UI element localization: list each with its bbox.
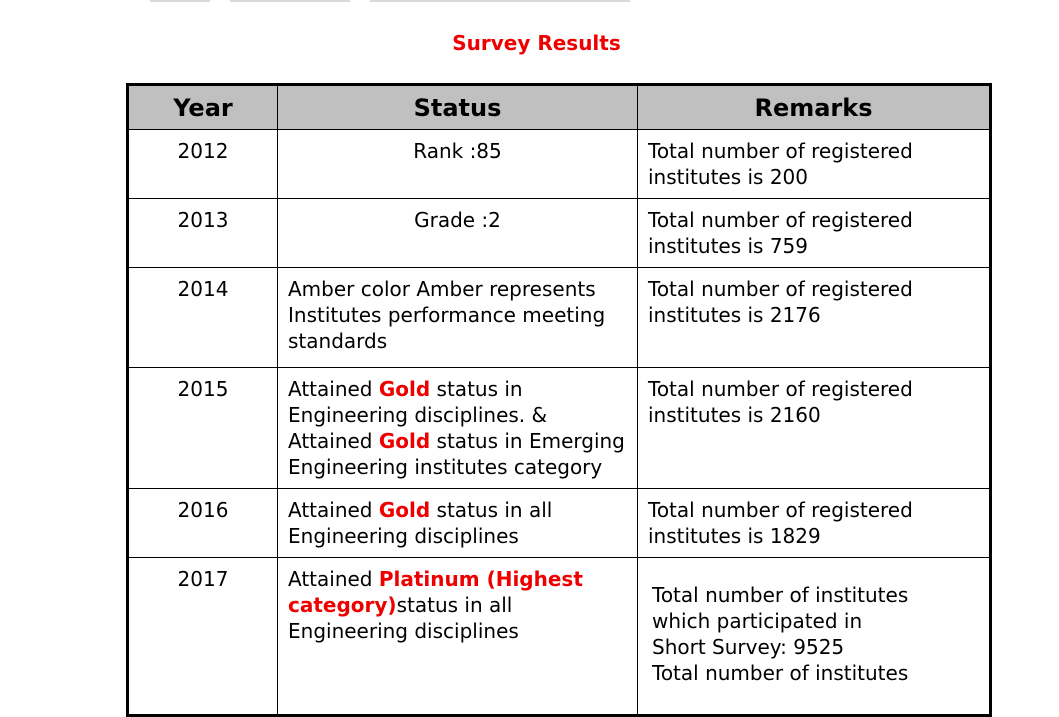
remarks-text-block: Total number of institutes which partici… <box>648 566 979 686</box>
remarks-line: Total number of institutes <box>652 583 909 607</box>
status-text: Rank :85 <box>413 139 502 163</box>
status-cell: Amber color Amber represents Institutes … <box>277 267 638 368</box>
table-row: 2012 Rank :85 Total number of registered… <box>127 129 991 199</box>
header-status: Status <box>277 84 638 130</box>
table-row: 2017 Attained Platinum (Highest category… <box>127 557 991 716</box>
status-text: Grade :2 <box>414 208 501 232</box>
year-cell: 2015 <box>127 367 278 489</box>
survey-results-table: Year Status Remarks 2012 Rank :85 Total … <box>126 83 992 717</box>
status-text: Attained <box>288 567 379 591</box>
remarks-text: Total number of registered institutes is… <box>648 498 913 548</box>
remarks-line: Short Survey: 9525 <box>652 635 845 659</box>
status-text: status in all Engineering disciplines <box>288 498 553 548</box>
year-cell: 2012 <box>127 129 278 199</box>
remarks-line: which participated in <box>652 609 863 633</box>
table-row: 2014 Amber color Amber represents Instit… <box>127 267 991 368</box>
header-remarks: Remarks <box>637 84 991 130</box>
status-text: Attained <box>288 377 379 401</box>
remarks-cell: Total number of registered institutes is… <box>637 367 991 489</box>
remarks-text: Total number of registered institutes is… <box>648 139 913 189</box>
remarks-line: Total number of institutes <box>652 661 909 685</box>
status-cell: Attained Platinum (Highest category)stat… <box>277 557 638 716</box>
status-cell: Attained Gold status in all Engineering … <box>277 488 638 558</box>
status-text: status in Emerging Engineering institute… <box>288 429 625 479</box>
gold-highlight: Gold <box>378 498 431 522</box>
year-cell: 2017 <box>127 557 278 716</box>
table-row: 2013 Grade :2 Total number of registered… <box>127 198 991 268</box>
status-cell: Rank :85 <box>277 129 638 199</box>
remarks-cell: Total number of registered institutes is… <box>637 488 991 558</box>
year-cell: 2016 <box>127 488 278 558</box>
header-year: Year <box>127 84 278 130</box>
remarks-cell: Total number of registered institutes is… <box>637 267 991 368</box>
status-cell: Attained Gold status in Engineering disc… <box>277 367 638 489</box>
table-header-row: Year Status Remarks <box>127 84 991 130</box>
remarks-cell: Total number of registered institutes is… <box>637 129 991 199</box>
status-text: status in all Engineering disciplines <box>288 593 519 643</box>
table-row: 2016 Attained Gold status in all Enginee… <box>127 488 991 558</box>
table-row: 2015 Attained Gold status in Engineering… <box>127 367 991 489</box>
remarks-text: Total number of registered institutes is… <box>648 277 913 327</box>
remarks-cell: Total number of registered institutes is… <box>637 198 991 268</box>
status-cell: Grade :2 <box>277 198 638 268</box>
gold-highlight: Gold <box>378 429 431 453</box>
remarks-text: Total number of registered institutes is… <box>648 377 913 427</box>
remarks-text: Total number of registered institutes is… <box>648 208 913 258</box>
platinum-highlight: Platinum (Highest category) <box>288 567 583 617</box>
page-title: Survey Results <box>452 31 621 55</box>
status-text: Attained <box>288 498 379 522</box>
status-text: Amber color Amber represents Institutes … <box>288 277 606 353</box>
year-cell: 2014 <box>127 267 278 368</box>
cropped-top-text <box>0 0 1059 6</box>
remarks-cell: Total number of institutes which partici… <box>637 557 991 716</box>
gold-highlight: Gold <box>378 377 431 401</box>
year-cell: 2013 <box>127 198 278 268</box>
status-text: status in Engineering disciplines. & Att… <box>288 377 548 453</box>
